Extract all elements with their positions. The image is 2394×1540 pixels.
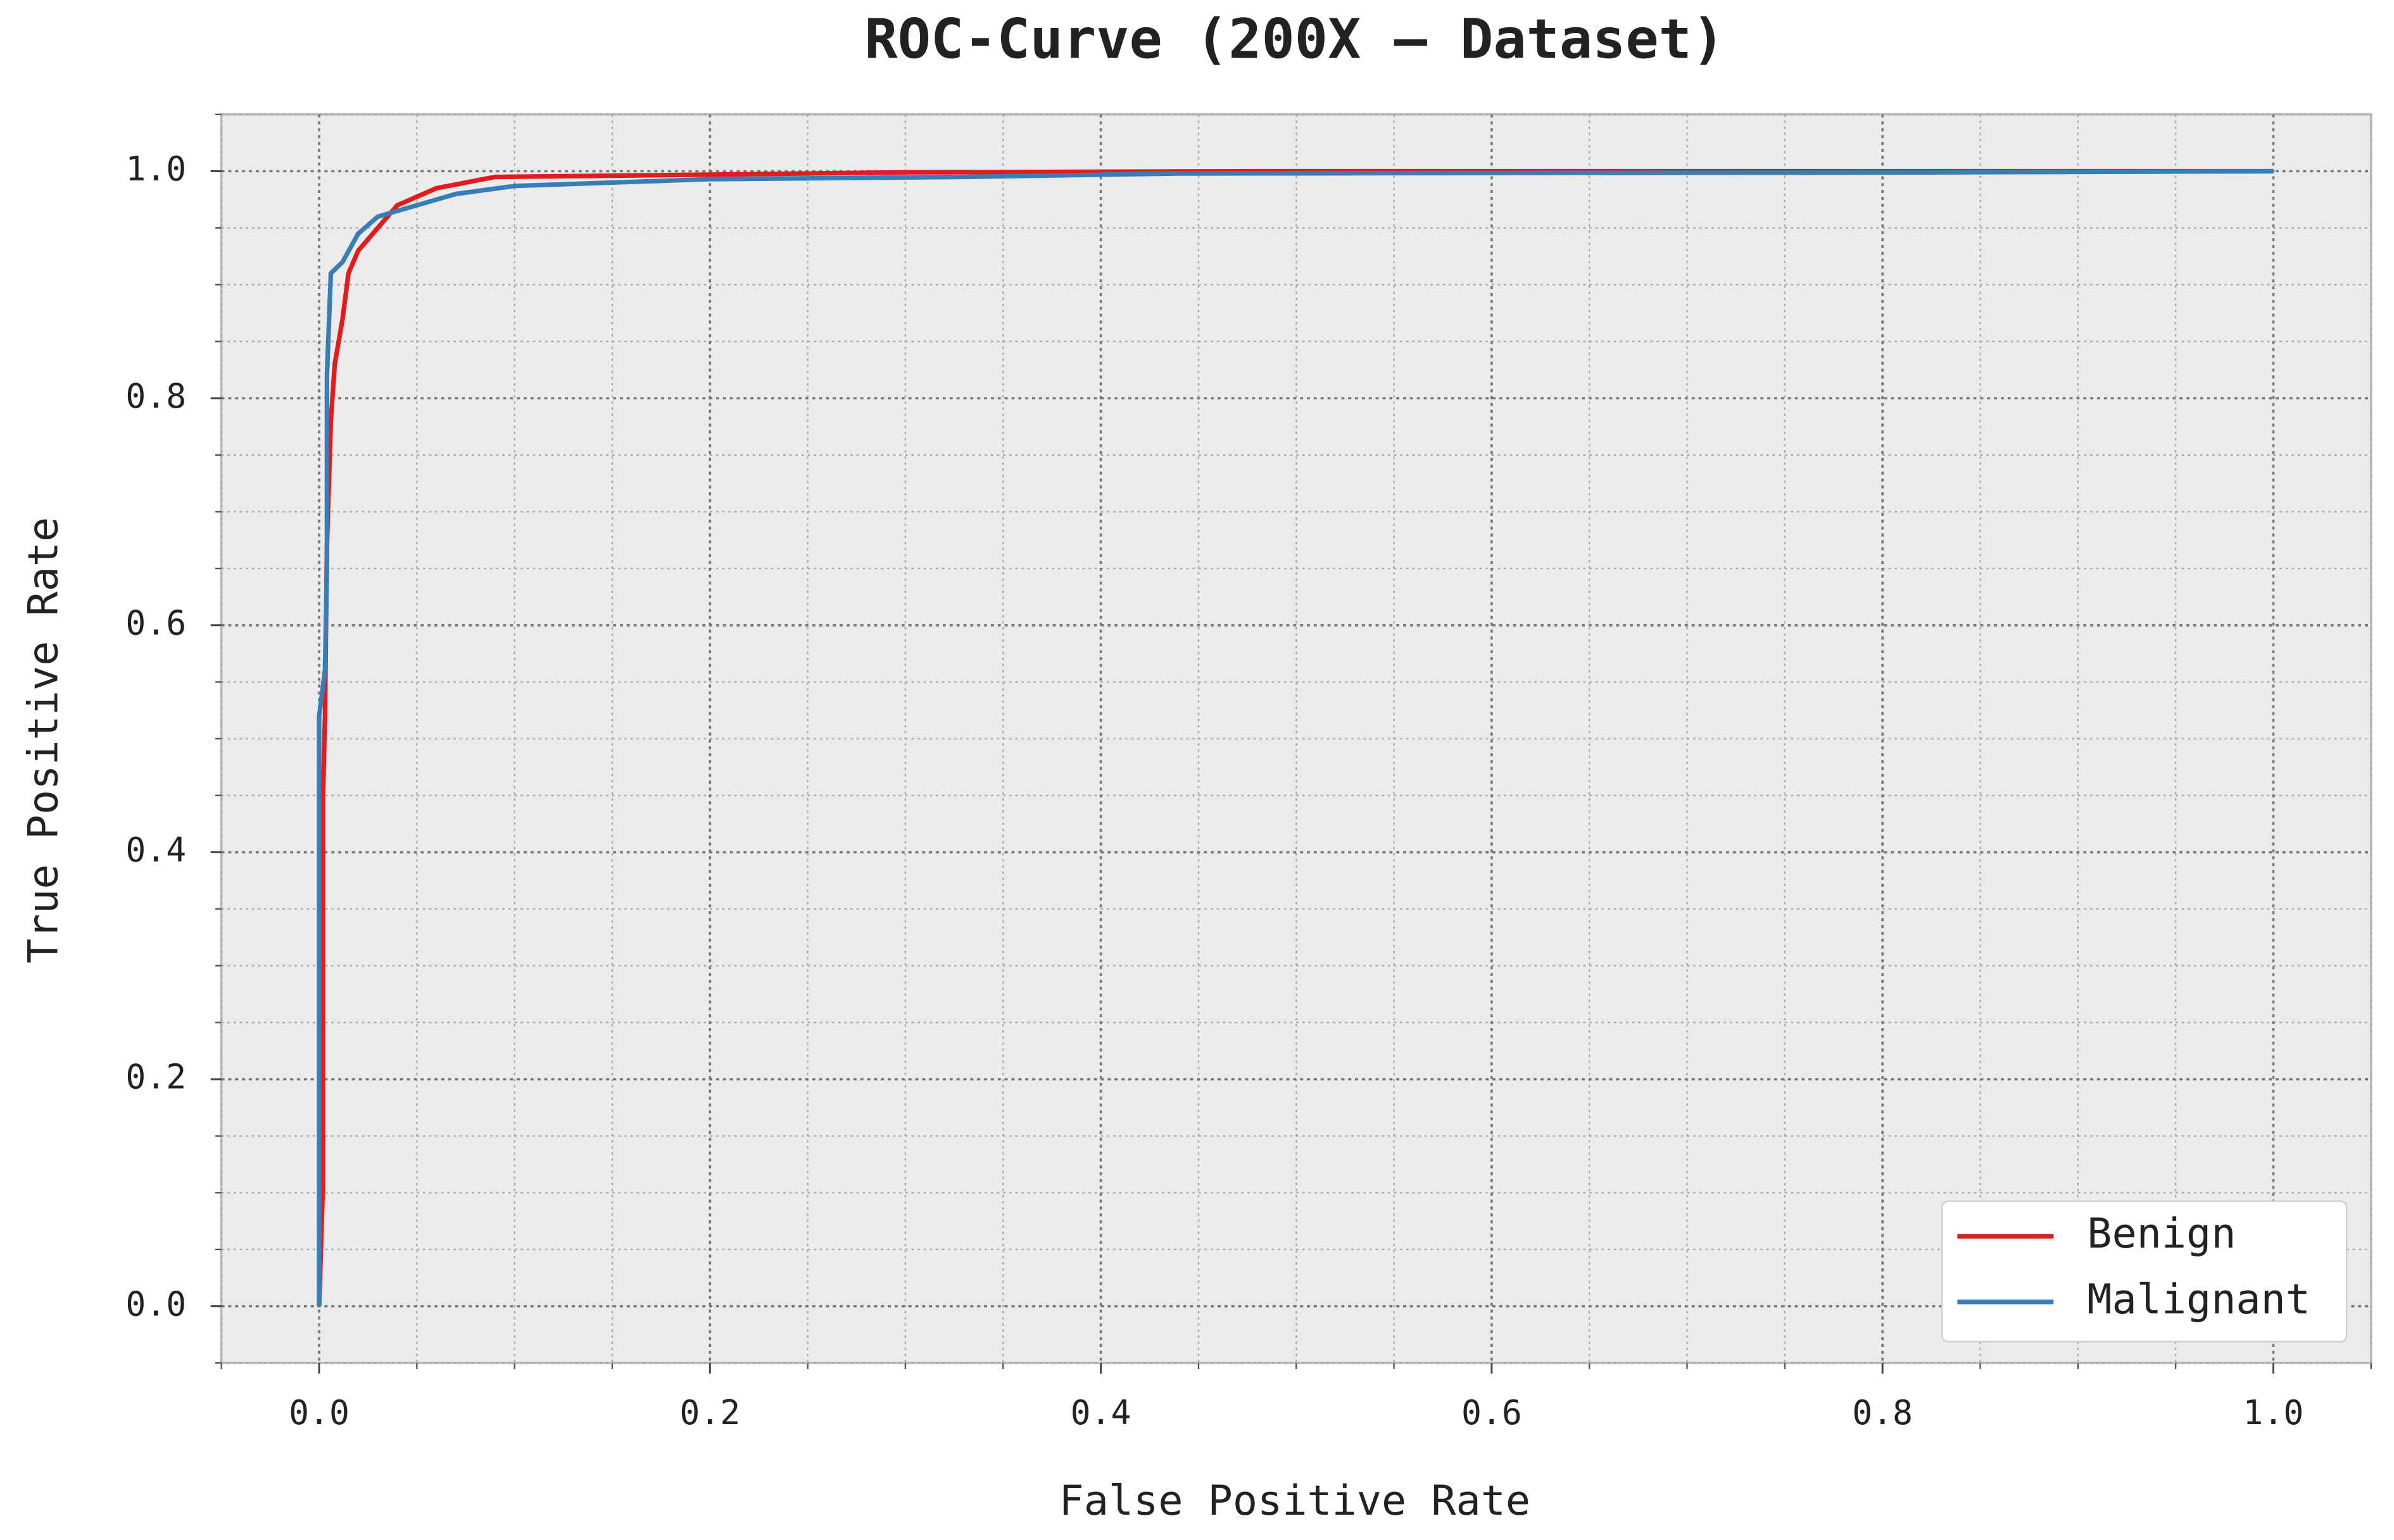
legend: Benign Malignant bbox=[1941, 1200, 2348, 1343]
x-tick-label: 0.6 bbox=[1461, 1393, 1522, 1432]
y-tick-label: 1.0 bbox=[125, 149, 186, 189]
x-tick-label: 1.0 bbox=[2243, 1393, 2304, 1432]
lines bbox=[317, 168, 2274, 1306]
y-tick-label: 0.2 bbox=[125, 1058, 186, 1097]
chart-title: ROC-Curve (200X – Dataset) bbox=[864, 7, 1725, 71]
x-tick-label: 0.0 bbox=[289, 1393, 350, 1432]
y-tick-label: 0.8 bbox=[125, 377, 186, 416]
y-tick-label: 0.0 bbox=[125, 1284, 186, 1324]
grid bbox=[210, 113, 2372, 1374]
x-tick-label: 0.4 bbox=[1071, 1393, 1131, 1432]
legend-label: Benign bbox=[2087, 1210, 2236, 1258]
series-line bbox=[317, 168, 2274, 1306]
y-tick-label: 0.4 bbox=[125, 830, 186, 870]
x-axis-label: False Positive Rate bbox=[1059, 1477, 1531, 1525]
legend-label: Malignant bbox=[2087, 1276, 2310, 1324]
x-tick-label: 0.2 bbox=[679, 1393, 740, 1432]
x-tick-label: 0.8 bbox=[1852, 1393, 1913, 1432]
y-axis-label: True Positive Rate bbox=[20, 517, 67, 963]
y-tick-label: 0.6 bbox=[125, 603, 186, 642]
series-line bbox=[317, 168, 2274, 1306]
